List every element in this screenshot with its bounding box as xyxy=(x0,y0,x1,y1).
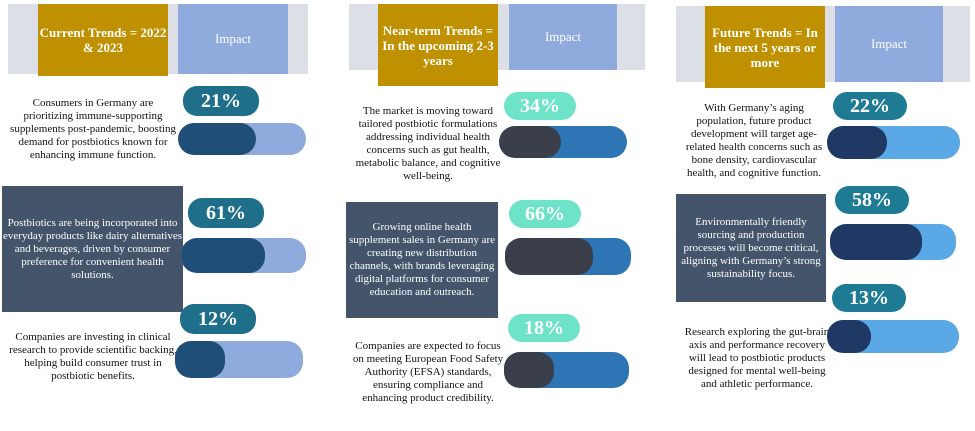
impact-bar xyxy=(175,341,303,378)
impact-bar-fill xyxy=(181,238,265,273)
impact-percent: 21% xyxy=(183,86,259,116)
impact-percent: 58% xyxy=(835,186,909,214)
impact-percent: 13% xyxy=(832,284,906,312)
trend-text: Companies are investing in clinical rese… xyxy=(9,331,177,382)
impact-bar xyxy=(827,126,960,159)
trend-text: Companies are expected to focus on meeti… xyxy=(352,339,504,404)
impact-bar xyxy=(505,238,631,275)
impact-bar-fill xyxy=(178,123,256,155)
impact-header: Impact xyxy=(835,6,943,82)
impact-bar xyxy=(830,224,956,260)
impact-bar-fill xyxy=(827,126,887,159)
impact-bar xyxy=(499,126,627,158)
impact-bar-fill xyxy=(499,126,561,158)
impact-percent: 66% xyxy=(509,200,581,228)
impact-percent: 34% xyxy=(504,92,576,120)
impact-bar xyxy=(504,352,629,388)
trend-text: Postbiotics are being incorporated into … xyxy=(2,186,183,312)
impact-percent: 22% xyxy=(833,92,907,120)
impact-percent: 61% xyxy=(188,198,264,228)
trend-text: The market is moving toward tailored pos… xyxy=(355,105,501,182)
impact-bar xyxy=(181,238,306,273)
impact-bar xyxy=(827,320,959,353)
impact-bar-fill xyxy=(830,224,922,260)
impact-header: Impact xyxy=(178,4,288,74)
trend-text: Growing online health supplement sales i… xyxy=(346,202,498,318)
trend-text: With Germany’s aging population, future … xyxy=(685,102,823,179)
impact-percent: 12% xyxy=(180,304,256,334)
column-title: Future Trends = In the next 5 years or m… xyxy=(705,6,825,88)
trend-text: Environmentally friendly sourcing and pr… xyxy=(676,194,826,302)
trend-text: Consumers in Germany are prioritizing im… xyxy=(10,96,176,161)
column-title: Near-term Trends = In the upcoming 2-3 y… xyxy=(378,4,498,86)
impact-bar-fill xyxy=(175,341,225,378)
impact-bar-fill xyxy=(505,238,593,275)
column-title: Current Trends = 2022 & 2023 xyxy=(38,4,168,76)
impact-bar-fill xyxy=(827,320,871,353)
impact-bar-fill xyxy=(504,352,554,388)
impact-header: Impact xyxy=(509,4,617,70)
impact-percent: 18% xyxy=(508,314,580,342)
impact-bar xyxy=(178,123,306,155)
trend-text: Research exploring the gut-brain axis an… xyxy=(684,325,830,390)
